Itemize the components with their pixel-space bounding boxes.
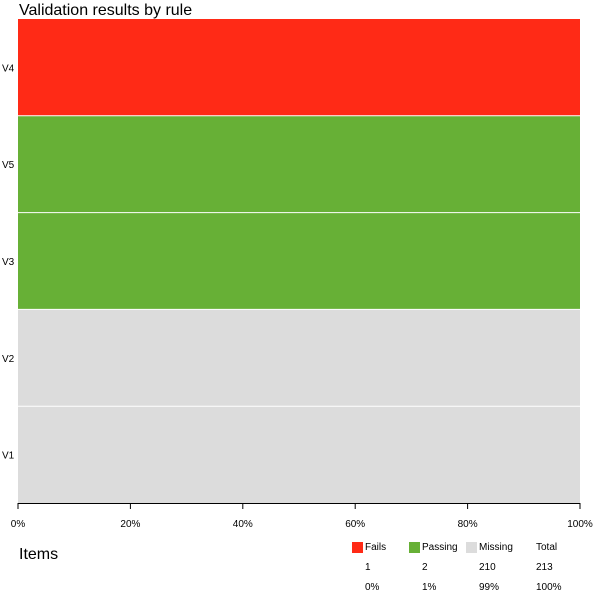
legend-percent-passing: 1% <box>422 582 437 593</box>
legend-label-fails: Fails <box>365 542 387 553</box>
y-tick-label-v5: V5 <box>2 160 15 171</box>
legend-label-passing: Passing <box>422 542 458 553</box>
y-tick-label-v2: V2 <box>2 354 15 365</box>
y-tick-label-v4: V4 <box>2 63 15 74</box>
legend-percent-missing: 99% <box>479 582 500 593</box>
x-axis: 0% 20% 40% 60% 80% 100% <box>11 503 593 530</box>
bar-v3-passing <box>18 212 580 310</box>
x-tick-label: 80% <box>458 519 478 530</box>
legend-swatch-fails <box>352 542 363 553</box>
chart-title: Validation results by rule <box>19 2 193 19</box>
x-tick-label: 0% <box>11 519 26 530</box>
legend-label-missing: Missing <box>479 542 513 553</box>
legend: Fails 1 0% Passing 2 1% Missing 210 99% … <box>352 542 592 596</box>
bar-v1-missing <box>18 406 580 503</box>
x-tick-label: 100% <box>567 519 593 530</box>
items-label: Items <box>19 546 59 563</box>
legend-count-passing: 2 <box>422 562 428 573</box>
legend-count-fails: 1 <box>365 562 371 573</box>
legend-swatch-passing <box>409 542 420 553</box>
bar-v5-passing <box>18 115 580 213</box>
legend-count-missing: 210 <box>479 562 496 573</box>
x-tick-label: 20% <box>120 519 140 530</box>
bar-v4-fails <box>18 19 580 116</box>
y-tick-label-v1: V1 <box>2 451 15 462</box>
bar-v2-missing <box>18 309 580 407</box>
x-tick-label: 60% <box>345 519 365 530</box>
x-tick-label: 40% <box>233 519 253 530</box>
legend-swatch-missing <box>466 542 477 553</box>
legend-percent-total: 100% <box>536 582 562 593</box>
legend-label-total: Total <box>536 542 558 553</box>
y-axis-labels: V4 V5 V3 V2 V1 <box>2 63 15 461</box>
legend-percent-fails: 0% <box>365 582 380 593</box>
legend-count-total: 213 <box>536 562 553 573</box>
bars-layer <box>18 19 580 503</box>
y-tick-label-v3: V3 <box>2 257 15 268</box>
